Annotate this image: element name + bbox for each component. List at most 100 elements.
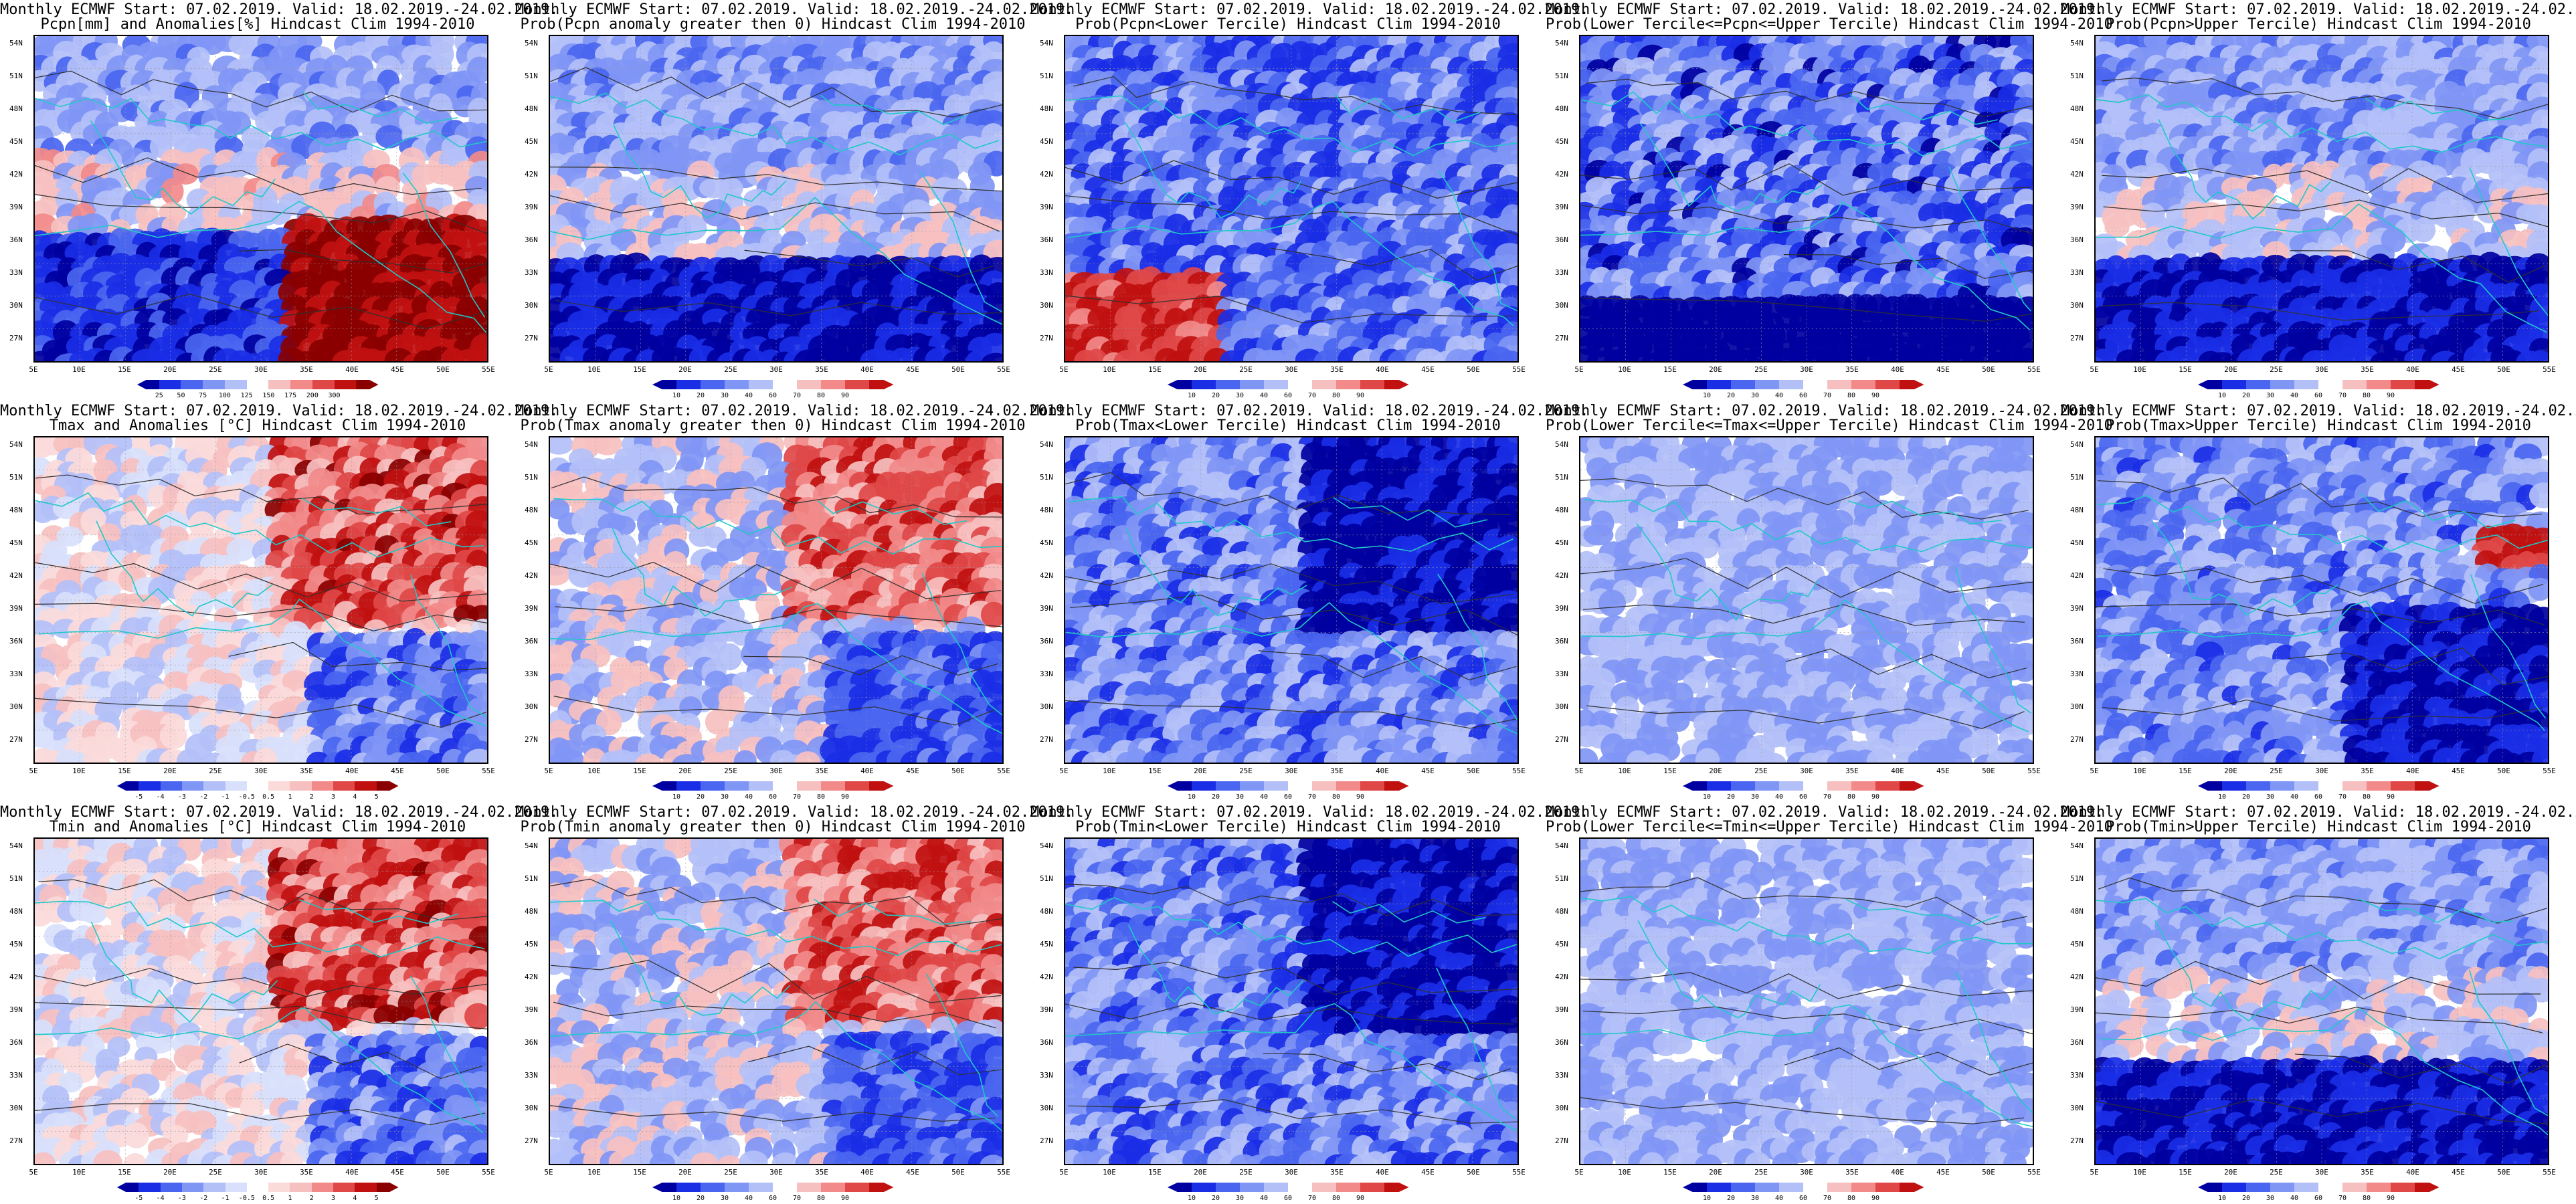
- longitude-label: 30E: [1285, 365, 1298, 374]
- colorbar-swatch: [1755, 380, 1780, 389]
- colorbar-tick-label: 80: [1847, 392, 1856, 399]
- longitude-label: 15E: [1663, 365, 1677, 374]
- longitude-label: 30E: [1800, 365, 1813, 374]
- coastline: [613, 124, 787, 219]
- colorbar-tick-label: 70: [1823, 392, 1832, 399]
- longitude-label: 55E: [482, 365, 495, 374]
- panel-title-line2: Prob(Pcpn<Lower Tercile) Hindcast Clim 1…: [1075, 16, 1501, 33]
- colorbar-swatch: [2318, 380, 2343, 389]
- colorbar: [1683, 380, 1924, 389]
- longitude-label: 15E: [118, 365, 131, 374]
- isoline: [238, 249, 487, 274]
- longitude-label: 15E: [2179, 365, 2192, 374]
- longitude-label: 20E: [1709, 365, 1722, 374]
- colorbar-tick-label: 40: [1774, 392, 1784, 399]
- latitude-label: 42N: [525, 170, 538, 179]
- coastline: [35, 201, 487, 333]
- longitude-label: 30E: [2315, 365, 2328, 374]
- colorbar-tick-label: 60: [1799, 392, 1808, 399]
- forecast-map: [33, 436, 488, 764]
- colorbar-swatch: [1803, 380, 1828, 389]
- latitude-label: 33N: [9, 268, 23, 277]
- isoline: [555, 300, 1002, 316]
- longitude-label: 40E: [1891, 365, 1904, 374]
- shaded-cell: [375, 124, 403, 148]
- colorbar-swatch: [701, 380, 725, 389]
- colorbar-tick-label: 90: [840, 392, 850, 399]
- latitude-label: 42N: [1040, 170, 1053, 179]
- latitude-label: 30N: [525, 301, 538, 310]
- colorbar-swatch: [749, 380, 773, 389]
- colorbar-swatch: [246, 380, 269, 389]
- shaded-cell: [161, 177, 184, 205]
- colorbar-swatch: [2294, 380, 2319, 389]
- latitude-label: 27N: [525, 334, 538, 342]
- colorbar-swatch: [821, 380, 846, 389]
- latitude-label: 51N: [1555, 72, 1568, 80]
- colorbar-swatch: [1827, 380, 1852, 389]
- longitude-label: 20E: [163, 365, 177, 374]
- colorbar-swatch: [1168, 380, 1192, 389]
- colorbar-tick-label: 20: [696, 392, 705, 399]
- isoline: [550, 195, 1000, 232]
- longitude-label: 45E: [906, 365, 919, 374]
- longitude-label: 55E: [1512, 365, 1526, 374]
- longitude-label: 40E: [860, 365, 874, 374]
- latitude-label: 30N: [1040, 301, 1053, 310]
- map-panel-pcpn-1: Monthly ECMWF Start: 07.02.2019. Valid: …: [0, 0, 558, 401]
- latitude-label: 48N: [2070, 104, 2084, 113]
- isoline: [35, 70, 487, 113]
- shaded-cell: [78, 213, 108, 239]
- longitude-label: 10E: [587, 365, 601, 374]
- latitude-label: 36N: [525, 235, 538, 244]
- longitude-label: 25E: [1239, 365, 1253, 374]
- colorbar-swatch: [268, 380, 291, 389]
- longitude-label: 45E: [391, 365, 404, 374]
- colorbar-swatch: [2342, 380, 2367, 389]
- latitude-label: 51N: [1040, 72, 1053, 80]
- latitude-label: 30N: [9, 301, 23, 310]
- longitude-label: 55E: [2543, 365, 2556, 374]
- colorbar-swatch: [773, 380, 798, 389]
- longitude-label: 15E: [633, 365, 646, 374]
- colorbar-tick-label: 30: [1750, 392, 1760, 399]
- colorbar-swatch: [1264, 380, 1289, 389]
- latitude-label: 33N: [2070, 268, 2084, 277]
- longitude-label: 45E: [1936, 365, 1950, 374]
- colorbar-swatch: [676, 380, 701, 389]
- latitude-label: 48N: [9, 104, 23, 113]
- latitude-label: 54N: [2070, 39, 2084, 47]
- colorbar-swatch: [1384, 380, 1409, 389]
- panel-title-line2: Prob(Pcpn>Upper Tercile) Hindcast Clim 1…: [2106, 16, 2531, 33]
- longitude-label: 25E: [1754, 365, 1768, 374]
- colorbar-swatch: [334, 380, 357, 389]
- colorbar-tick-label: 10: [672, 392, 681, 399]
- latitude-label: 36N: [1040, 235, 1053, 244]
- colorbar-tick-label: 40: [2290, 392, 2299, 399]
- isoline: [550, 167, 1002, 192]
- latitude-label: 36N: [9, 235, 23, 244]
- latitude-label: 51N: [2070, 72, 2084, 80]
- map-panel-pcpn-5: Monthly ECMWF Start: 07.02.2019. Valid: …: [2061, 0, 2576, 401]
- latitude-label: 27N: [1555, 334, 1568, 342]
- colorbar-tick-label: 80: [2362, 392, 2371, 399]
- latitude-label: 45N: [1040, 137, 1053, 146]
- latitude-label: 39N: [1040, 203, 1053, 211]
- forecast-map: [33, 35, 488, 363]
- colorbar-swatch: [1683, 380, 1708, 389]
- map-panel-pcpn-4: Monthly ECMWF Start: 07.02.2019. Valid: …: [1546, 0, 2113, 401]
- colorbar: [137, 380, 379, 389]
- colorbar-tick-label: 10: [1702, 392, 1712, 399]
- colorbar-tick-label: 60: [2314, 392, 2323, 399]
- colorbar-tick-label: 40: [744, 392, 753, 399]
- colorbar-tick-label: 30: [1235, 392, 1245, 399]
- map-panel-tmax-1: Monthly ECMWF Start: 07.02.2019. Valid: …: [0, 401, 558, 803]
- longitude-label: 40E: [345, 365, 359, 374]
- colorbar-swatch: [224, 380, 248, 389]
- latitude-label: 39N: [525, 203, 538, 211]
- panel-title-line2: Prob(Lower Tercile<=Pcpn<=Upper Tercile)…: [1546, 16, 2113, 33]
- colorbar-swatch: [2198, 380, 2223, 389]
- isoline: [550, 67, 1002, 118]
- latitude-label: 30N: [2070, 301, 2084, 310]
